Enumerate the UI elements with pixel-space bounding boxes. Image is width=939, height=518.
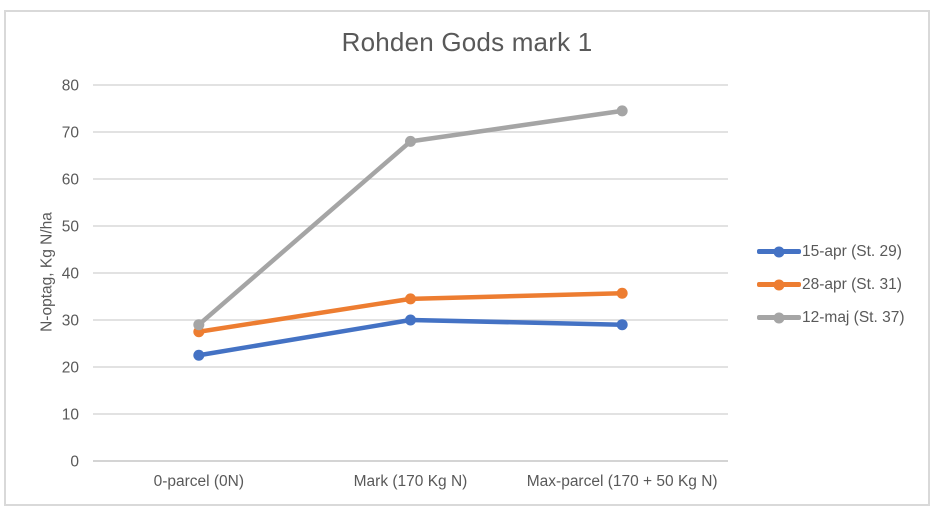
y-tick-label: 60 [62, 172, 80, 189]
data-point-marker [616, 287, 628, 299]
legend-label: 28-apr (St. 31) [802, 275, 902, 293]
y-tick-label: 40 [62, 266, 80, 283]
y-tick-label: 50 [62, 219, 80, 236]
legend-line-marker-icon [757, 246, 801, 257]
y-tick-label: 80 [62, 78, 80, 95]
data-point-marker [405, 314, 416, 326]
legend-item: 28-apr (St. 31) [757, 268, 905, 301]
x-category-label: 0-parcel (0N) [154, 473, 244, 490]
legend-item: 15-apr (St. 29) [757, 235, 905, 268]
data-point-marker [405, 135, 416, 147]
data-point-marker [405, 293, 416, 305]
legend-label: 12-maj (St. 37) [802, 308, 905, 326]
data-point-marker [616, 319, 628, 331]
chart-frame [4, 10, 930, 506]
legend-dot-icon [773, 279, 785, 290]
legend-dot-icon [773, 312, 785, 323]
chart-title: Rohden Gods mark 1 [341, 27, 593, 57]
legend: 15-apr (St. 29) 28-apr (St. 31) 12-maj (St… [757, 235, 905, 334]
legend-dot-icon [773, 246, 785, 257]
legend-item: 12-maj (St. 37) [757, 301, 905, 334]
x-category-label: Mark (170 Kg N) [354, 473, 468, 490]
y-tick-label: 10 [62, 407, 80, 424]
y-tick-label: 20 [62, 360, 80, 377]
legend-line-marker-icon [757, 312, 801, 323]
data-point-marker [193, 349, 205, 361]
data-point-marker [616, 105, 628, 117]
y-tick-label: 30 [62, 313, 80, 330]
y-tick-label: 70 [62, 125, 80, 142]
legend-line-marker-icon [757, 279, 801, 290]
legend-label: 15-apr (St. 29) [802, 242, 902, 260]
x-category-label: Max-parcel (170 + 50 Kg N) [527, 473, 718, 490]
data-point-marker [193, 319, 205, 331]
y-tick-label: 0 [70, 454, 79, 471]
